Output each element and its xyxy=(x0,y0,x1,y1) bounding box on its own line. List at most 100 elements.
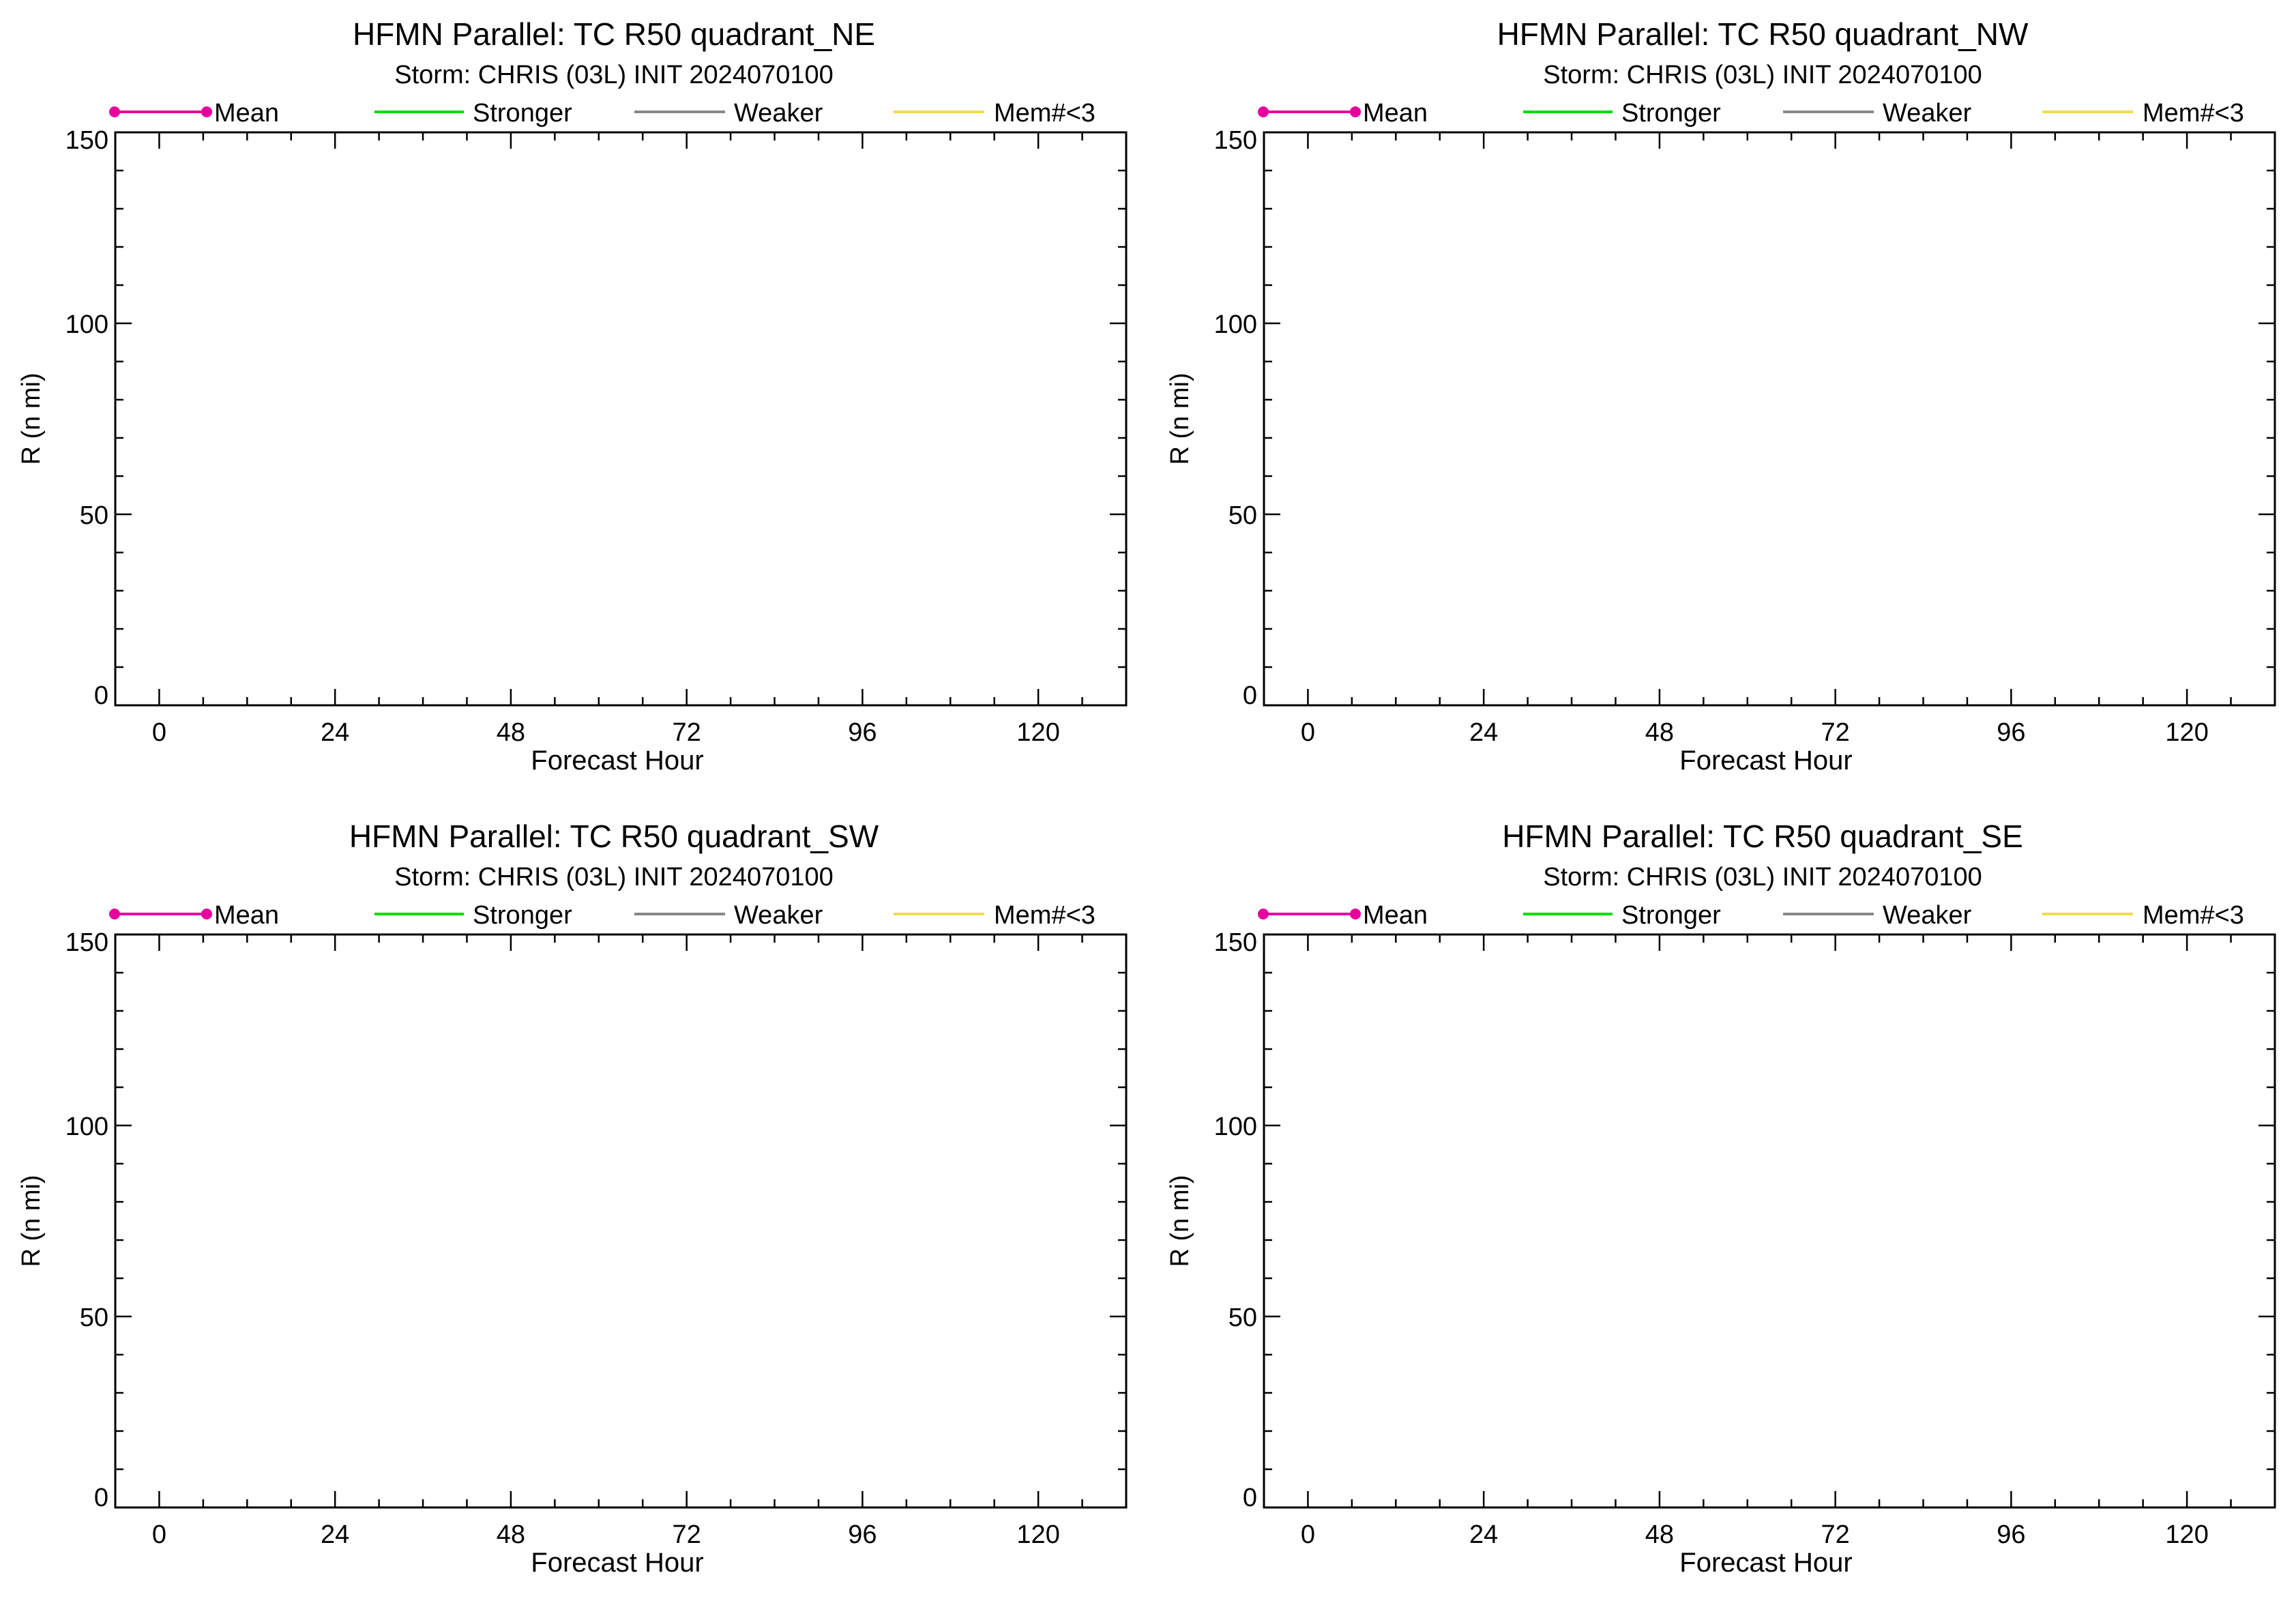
legend-label: Stronger xyxy=(473,901,572,930)
x-tick-label: 48 xyxy=(1645,1520,1674,1549)
chart-subtitle: Storm: CHRIS (03L) INIT 2024070100 xyxy=(394,863,834,892)
legend-item-mean: Mean xyxy=(109,901,279,930)
legend-item-stronger: Stronger xyxy=(1523,901,1721,930)
legend-label: Mem#<3 xyxy=(994,99,1095,128)
legend-item-mean: Mean xyxy=(1258,901,1428,930)
x-tick-label: 120 xyxy=(1016,718,1059,747)
legend-label: Weaker xyxy=(1883,901,1972,930)
legend-item-stronger: Stronger xyxy=(374,99,572,128)
x-tick-label: 96 xyxy=(848,1520,877,1549)
x-tick-label: 48 xyxy=(497,1520,525,1549)
legend-item-weaker: Weaker xyxy=(1783,99,1972,128)
x-tick-label: 96 xyxy=(848,718,877,747)
x-tick-label: 0 xyxy=(152,718,166,747)
x-axis-label: Forecast Hour xyxy=(1679,746,1852,776)
legend-marker-end xyxy=(1350,106,1361,117)
legend: Mean Stronger Weaker Mem#<3 xyxy=(109,901,1095,930)
y-tick-label: 50 xyxy=(1228,501,1257,530)
legend-label: Mem#<3 xyxy=(2143,99,2244,128)
x-tick-label: 24 xyxy=(321,718,349,747)
plot-area xyxy=(114,131,1128,707)
legend-item-weaker: Weaker xyxy=(1783,901,1972,930)
legend-label: Weaker xyxy=(734,901,823,930)
legend-label: Mean xyxy=(214,901,279,930)
legend-item-weaker: Weaker xyxy=(634,99,823,128)
x-tick-label: 72 xyxy=(673,718,701,747)
legend-label: Stronger xyxy=(473,99,572,128)
x-tick-label: 72 xyxy=(673,1520,701,1549)
x-axis-label: Forecast Hour xyxy=(531,746,703,776)
x-axis-label: Forecast Hour xyxy=(1679,1548,1852,1578)
y-tick-label: 0 xyxy=(94,681,108,710)
legend: Mean Stronger Weaker Mem#<3 xyxy=(1258,99,2244,128)
legend-marker-start xyxy=(109,909,120,919)
y-tick-label: 0 xyxy=(94,1484,108,1512)
y-tick-label: 50 xyxy=(1228,1304,1257,1332)
chart-panel-sw: HFMN Parallel: TC R50 quadrant_SW Storm: … xyxy=(17,819,1128,1578)
y-tick-label: 50 xyxy=(80,1304,108,1332)
legend-item-mem-lt-3: Mem#<3 xyxy=(2042,901,2244,930)
y-tick-label: 100 xyxy=(65,1113,108,1141)
plot-area xyxy=(1263,131,2276,707)
y-tick-label: 150 xyxy=(65,126,108,155)
y-tick-label: 0 xyxy=(1243,1484,1257,1512)
legend-label: Mean xyxy=(1363,99,1428,128)
legend-marker-end xyxy=(1350,909,1361,919)
y-axis-label: R (n mi) xyxy=(1166,1175,1194,1267)
legend-item-mean: Mean xyxy=(109,99,279,128)
x-tick-label: 120 xyxy=(2165,718,2208,747)
legend-marker-start xyxy=(1258,106,1269,117)
legend-label: Mean xyxy=(1363,901,1428,930)
x-tick-label: 0 xyxy=(1301,1520,1315,1549)
legend-label: Stronger xyxy=(1621,99,1721,128)
y-tick-label: 100 xyxy=(1214,1113,1257,1141)
x-tick-label: 0 xyxy=(152,1520,166,1549)
legend-marker-end xyxy=(201,909,212,919)
chart-subtitle: Storm: CHRIS (03L) INIT 2024070100 xyxy=(1543,863,1982,892)
legend-label: Stronger xyxy=(1621,901,1721,930)
legend-item-stronger: Stronger xyxy=(374,901,572,930)
chart-title: HFMN Parallel: TC R50 quadrant_SE xyxy=(1502,819,2023,854)
x-axis-label: Forecast Hour xyxy=(531,1548,703,1578)
legend-item-weaker: Weaker xyxy=(634,901,823,930)
legend-label: Weaker xyxy=(734,99,823,128)
y-tick-label: 150 xyxy=(1214,928,1257,957)
x-tick-label: 0 xyxy=(1301,718,1315,747)
y-tick-label: 100 xyxy=(65,310,108,339)
legend-item-stronger: Stronger xyxy=(1523,99,1721,128)
legend: Mean Stronger Weaker Mem#<3 xyxy=(1258,901,2244,930)
chart-title: HFMN Parallel: TC R50 quadrant_NE xyxy=(353,16,875,52)
legend-label: Mem#<3 xyxy=(2143,901,2244,930)
x-tick-label: 72 xyxy=(1821,718,1850,747)
legend-label: Mem#<3 xyxy=(994,901,1095,930)
x-tick-label: 120 xyxy=(1016,1520,1059,1549)
legend-item-mem-lt-3: Mem#<3 xyxy=(2042,99,2244,128)
legend-item-mem-lt-3: Mem#<3 xyxy=(894,99,1095,128)
chart-title: HFMN Parallel: TC R50 quadrant_SW xyxy=(349,819,879,854)
chart-subtitle: Storm: CHRIS (03L) INIT 2024070100 xyxy=(1543,61,1982,89)
x-tick-label: 72 xyxy=(1821,1520,1850,1549)
legend-label: Mean xyxy=(214,99,279,128)
y-axis-label: R (n mi) xyxy=(1166,372,1194,465)
legend-item-mean: Mean xyxy=(1258,99,1428,128)
chart-title: HFMN Parallel: TC R50 quadrant_NW xyxy=(1497,16,2029,52)
y-tick-label: 150 xyxy=(65,928,108,957)
x-tick-label: 48 xyxy=(497,718,525,747)
legend-marker-start xyxy=(109,106,120,117)
chart-panel-ne: HFMN Parallel: TC R50 quadrant_NE Storm: … xyxy=(17,16,1128,776)
y-tick-label: 150 xyxy=(1214,126,1257,155)
x-tick-label: 96 xyxy=(1997,718,2025,747)
x-tick-label: 96 xyxy=(1997,1520,2025,1549)
x-tick-label: 24 xyxy=(1469,1520,1498,1549)
x-tick-label: 120 xyxy=(2165,1520,2208,1549)
plot-area xyxy=(114,933,1128,1509)
chart-panel-nw: HFMN Parallel: TC R50 quadrant_NW Storm: … xyxy=(1166,16,2276,776)
y-tick-label: 50 xyxy=(80,501,108,530)
y-axis-label: R (n mi) xyxy=(17,372,46,465)
legend-marker-start xyxy=(1258,909,1269,919)
legend-marker-end xyxy=(201,106,212,117)
y-tick-label: 100 xyxy=(1214,310,1257,339)
chart-subtitle: Storm: CHRIS (03L) INIT 2024070100 xyxy=(394,61,834,89)
legend-item-mem-lt-3: Mem#<3 xyxy=(894,901,1095,930)
